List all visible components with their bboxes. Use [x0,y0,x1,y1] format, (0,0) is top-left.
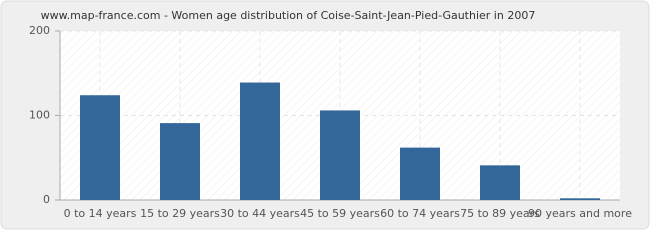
bar [240,82,280,200]
bar [160,123,200,200]
bar [560,198,600,200]
bar [480,165,520,200]
y-tick-label: 100 [29,109,50,122]
chart: www.map-france.com - Women age distribut… [0,0,650,230]
x-tick-label: 60 to 74 years [380,207,460,220]
bar [320,110,360,200]
bar [80,95,120,200]
x-tick-label: 75 to 89 years [460,207,540,220]
x-tick-label: 45 to 59 years [300,207,380,220]
chart-title: www.map-france.com - Women age distribut… [41,9,536,22]
y-tick-label: 200 [29,24,50,37]
x-tick-label: 90 years and more [528,207,632,220]
x-tick-label: 30 to 44 years [220,207,300,220]
y-tick-label: 0 [43,193,50,206]
x-tick-label: 15 to 29 years [140,207,220,220]
bar [400,147,440,200]
x-tick-label: 0 to 14 years [64,207,137,220]
